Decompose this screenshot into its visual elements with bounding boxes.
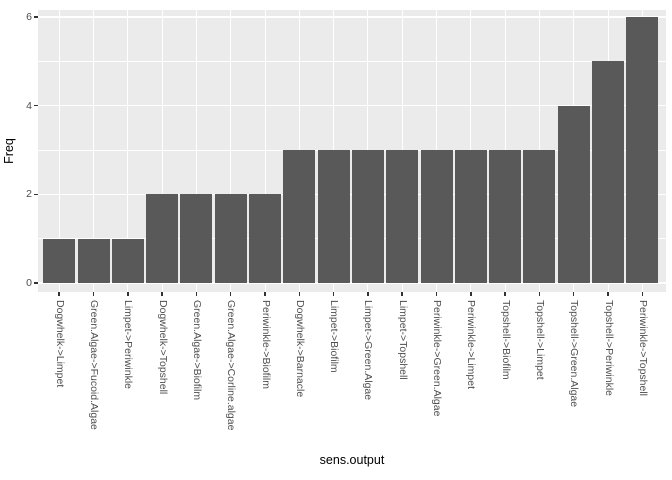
y-tick-mark bbox=[34, 282, 38, 284]
x-tick-mark bbox=[367, 292, 369, 296]
plot-panel bbox=[38, 10, 666, 292]
gridline-vertical bbox=[127, 10, 129, 292]
x-tick-mark bbox=[470, 292, 472, 296]
x-tick-label: Periwinkle->Green.Algae bbox=[431, 300, 443, 417]
y-axis-title: Freq bbox=[0, 10, 18, 292]
gridline-major bbox=[38, 16, 666, 18]
x-tick-mark bbox=[332, 292, 335, 296]
gridline-minor bbox=[38, 149, 666, 151]
x-tick-mark bbox=[161, 292, 163, 296]
x-tick-label: Topshell->Biofilm bbox=[499, 300, 512, 380]
x-tick-label: Periwinkle->Limpet bbox=[465, 300, 478, 389]
bar bbox=[317, 150, 350, 283]
y-tick-mark bbox=[34, 104, 38, 107]
gridline-major bbox=[38, 282, 666, 284]
x-tick-mark bbox=[435, 292, 438, 296]
x-tick-mark bbox=[195, 292, 198, 296]
x-tick-label: Green.Algae->Fucoid.Algae bbox=[88, 300, 100, 430]
x-tick-mark bbox=[298, 292, 301, 296]
x-tick-mark bbox=[58, 292, 60, 296]
gridline-vertical bbox=[161, 10, 163, 292]
x-tick-label: Green.Algae->Biofilm bbox=[190, 300, 203, 401]
x-tick-mark bbox=[572, 292, 575, 296]
gridline-vertical bbox=[230, 10, 232, 292]
x-tick-label: Topshell->Green.Algae bbox=[568, 300, 581, 408]
gridline-vertical bbox=[195, 10, 197, 292]
y-tick-mark bbox=[34, 193, 38, 196]
gridline-minor bbox=[38, 60, 666, 62]
x-tick-label: Topshell->Limpet bbox=[533, 300, 546, 380]
x-tick-mark bbox=[264, 292, 266, 296]
gridline-vertical bbox=[93, 10, 94, 292]
bar bbox=[351, 150, 384, 283]
x-tick-mark bbox=[401, 292, 403, 296]
x-tick-label: Limpet->Biofilm bbox=[328, 300, 341, 373]
bar bbox=[43, 238, 76, 283]
y-tick-label: 0 bbox=[26, 277, 32, 289]
bar bbox=[214, 194, 247, 283]
bar bbox=[626, 17, 659, 283]
x-tick-label: Limpet->Green.Algae bbox=[362, 300, 375, 401]
x-axis-title: sens.output bbox=[319, 453, 385, 467]
y-tick-mark bbox=[34, 16, 38, 18]
y-tick-label: 6 bbox=[26, 11, 32, 23]
x-tick-label: Periwinkle->Biofilm bbox=[259, 300, 272, 389]
x-tick-mark bbox=[538, 292, 541, 296]
gridline-major bbox=[38, 104, 666, 107]
x-tick-label: Topshell->Periwinkle bbox=[602, 300, 615, 397]
x-tick-mark bbox=[504, 292, 506, 296]
x-tick-mark bbox=[127, 292, 129, 296]
bar bbox=[454, 150, 487, 283]
x-tick-label: Limpet->Periwinkle bbox=[122, 300, 135, 389]
bar bbox=[283, 150, 316, 283]
bar bbox=[77, 238, 110, 283]
bar bbox=[557, 105, 590, 283]
x-tick-label: Dogwhelk->Topshell bbox=[156, 300, 169, 395]
bar bbox=[489, 150, 522, 283]
bar bbox=[249, 194, 281, 283]
x-tick-label: Dogwhelk->Limpet bbox=[53, 300, 66, 388]
x-tick-mark bbox=[229, 292, 232, 296]
x-tick-label: Dogwhelk->Barnacle bbox=[293, 300, 306, 398]
bar bbox=[146, 194, 179, 283]
x-tick-label: Periwinkle->Topshell bbox=[636, 300, 649, 397]
x-tick-label: Limpet->Topshell bbox=[396, 300, 409, 380]
x-tick-mark bbox=[641, 292, 644, 296]
bar bbox=[523, 150, 556, 283]
bar bbox=[420, 150, 453, 283]
gridline-vertical bbox=[264, 10, 266, 292]
x-tick-label: Green.Algae->Corline.algae bbox=[225, 300, 238, 431]
y-tick-label: 2 bbox=[26, 188, 32, 201]
bar bbox=[111, 238, 144, 283]
bar bbox=[180, 194, 213, 283]
x-tick-mark bbox=[607, 292, 609, 296]
bar bbox=[592, 61, 624, 283]
y-tick-label: 4 bbox=[26, 99, 32, 112]
gridline-vertical bbox=[58, 10, 60, 292]
y-axis-title-text: Freq bbox=[2, 138, 17, 164]
x-tick-mark bbox=[92, 292, 95, 296]
bar bbox=[386, 150, 419, 283]
